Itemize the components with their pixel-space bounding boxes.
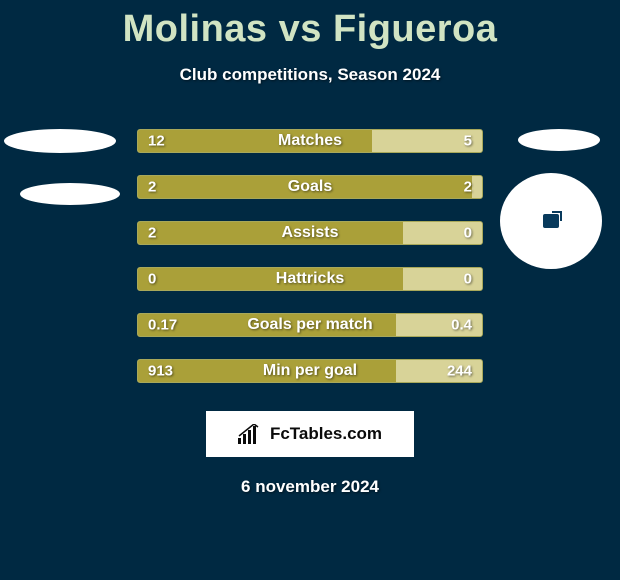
stat-value-right: 244 — [447, 363, 472, 380]
brand-text: FcTables.com — [270, 424, 382, 444]
stat-value-left: 0 — [148, 271, 156, 288]
stat-value-left: 913 — [148, 363, 173, 380]
stat-value-right: 5 — [464, 133, 472, 150]
stat-label: Min per goal — [263, 362, 357, 380]
stat-bar-left — [138, 268, 403, 290]
stat-bars: 12 5 Matches 2 2 Goals 2 0 Assists 0 0 Hattricks 0.1… — [137, 129, 483, 383]
stat-bar-right — [472, 176, 482, 198]
stat-bar-left — [138, 222, 403, 244]
page-title: Molinas vs Figueroa — [0, 0, 620, 51]
stat-row: 12 5 Matches — [137, 129, 483, 153]
stat-value-left: 2 — [148, 179, 156, 196]
brand-chart-icon — [238, 424, 262, 444]
stat-value-left: 0.17 — [148, 317, 177, 334]
stat-row: 913 244 Min per goal — [137, 359, 483, 383]
stat-value-right: 2 — [464, 179, 472, 196]
comparison-area: 12 5 Matches 2 2 Goals 2 0 Assists 0 0 Hattricks 0.1… — [0, 129, 620, 383]
page-subtitle: Club competitions, Season 2024 — [0, 65, 620, 85]
stat-row: 0.17 0.4 Goals per match — [137, 313, 483, 337]
date-line: 6 november 2024 — [0, 477, 620, 497]
stat-value-right: 0 — [464, 271, 472, 288]
stat-row: 2 2 Goals — [137, 175, 483, 199]
stat-value-left: 12 — [148, 133, 165, 150]
stat-row: 0 0 Hattricks — [137, 267, 483, 291]
stat-label: Goals per match — [247, 316, 372, 334]
stat-value-right: 0.4 — [451, 317, 472, 334]
stat-label: Matches — [278, 132, 342, 150]
player-right-badge-1 — [518, 129, 600, 151]
player-left-badge-1 — [4, 129, 116, 153]
stat-label: Goals — [288, 178, 332, 196]
stat-value-left: 2 — [148, 225, 156, 242]
stat-label: Hattricks — [276, 270, 344, 288]
player-left-badge-2 — [20, 183, 120, 205]
player-right-avatar — [500, 173, 602, 269]
external-link-icon — [543, 214, 559, 228]
stat-row: 2 0 Assists — [137, 221, 483, 245]
brand-box[interactable]: FcTables.com — [206, 411, 414, 457]
stat-value-right: 0 — [464, 225, 472, 242]
stat-label: Assists — [282, 224, 339, 242]
